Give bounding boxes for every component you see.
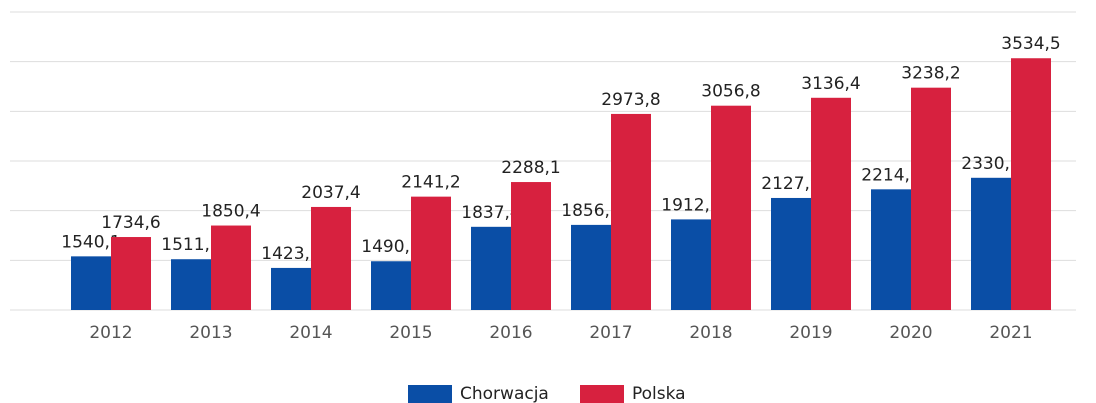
bar — [471, 226, 511, 310]
bar — [811, 97, 851, 310]
legend-label: Polska — [632, 384, 686, 403]
bar — [971, 177, 1011, 310]
bar — [771, 197, 811, 310]
x-tick-label: 2021 — [989, 323, 1032, 343]
data-label: 1850,4 — [201, 202, 260, 222]
data-label: 1856,8 — [561, 201, 620, 221]
bar — [671, 219, 711, 310]
bar — [371, 261, 411, 310]
legend-swatch — [408, 385, 452, 403]
x-tick-label: 2016 — [489, 323, 532, 343]
bar — [711, 105, 751, 311]
data-label: 3056,8 — [701, 82, 760, 102]
data-label: 3238,2 — [901, 64, 960, 84]
bar — [871, 189, 911, 310]
bar — [571, 224, 611, 310]
x-tick-label: 2020 — [889, 323, 932, 343]
bar — [1011, 58, 1051, 310]
data-label: 1734,6 — [101, 213, 160, 233]
x-tick-label: 2012 — [89, 323, 132, 343]
data-label: 2288,1 — [501, 158, 560, 178]
bar — [211, 225, 251, 310]
data-label: 2127,9 — [761, 174, 820, 194]
data-label: 1540,1 — [61, 232, 120, 252]
bar — [271, 267, 311, 310]
bar — [511, 182, 551, 310]
x-tick-label: 2019 — [789, 323, 832, 343]
data-label: 2214,8 — [861, 165, 920, 185]
bar — [411, 196, 451, 310]
data-label: 1490,8 — [361, 237, 420, 257]
legend-label: Chorwacja — [460, 384, 549, 403]
data-label: 1423,6 — [261, 244, 320, 264]
x-tick-label: 2014 — [289, 323, 332, 343]
bar — [111, 237, 151, 310]
data-label: 2141,2 — [401, 173, 460, 193]
x-tick-label: 2013 — [189, 323, 232, 343]
x-tick-label: 2017 — [589, 323, 632, 343]
bar — [311, 206, 351, 310]
data-label: 2037,4 — [301, 183, 360, 203]
x-tick-label: 2018 — [689, 323, 732, 343]
bar — [171, 259, 211, 310]
data-label: 1837,4 — [461, 203, 520, 223]
bar — [71, 256, 111, 310]
bar — [611, 113, 651, 310]
data-label: 1912,1 — [661, 195, 720, 215]
data-label: 2973,8 — [601, 90, 660, 110]
data-label: 3534,5 — [1001, 34, 1060, 54]
bar — [911, 87, 951, 310]
data-label: 3136,4 — [801, 74, 860, 94]
data-label: 2330,9 — [961, 154, 1020, 174]
legend-swatch — [580, 385, 624, 403]
x-tick-label: 2015 — [389, 323, 432, 343]
data-label: 1511,1 — [161, 235, 220, 255]
